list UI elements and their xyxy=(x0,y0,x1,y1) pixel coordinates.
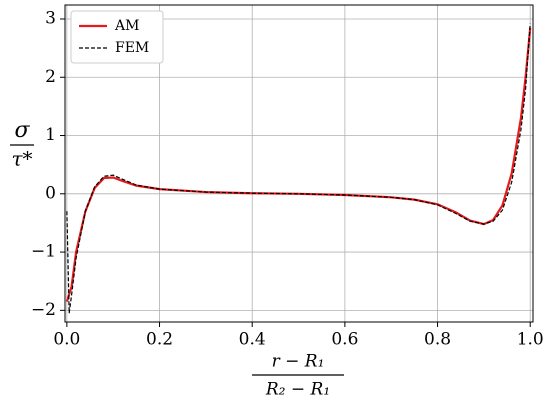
legend-label: AM xyxy=(114,18,139,34)
legend-box xyxy=(70,10,164,64)
x-label-denominator: R₂ − R₁ xyxy=(265,380,330,400)
x-tick-label: 0.0 xyxy=(53,330,80,350)
x-tick-label: 0.8 xyxy=(424,330,451,350)
x-tick-label: 0.2 xyxy=(146,330,173,350)
y-tick-label: 3 xyxy=(45,8,56,28)
y-tick-label: 1 xyxy=(45,125,56,145)
legend-label: FEM xyxy=(115,40,149,56)
plot-frame xyxy=(64,4,534,323)
series-line xyxy=(65,27,532,302)
x-tick-label: 1.0 xyxy=(517,330,544,350)
y-tick-label: −2 xyxy=(31,300,56,320)
y-label-denominator: τ* xyxy=(11,147,32,171)
y-label-numerator: σ xyxy=(14,118,30,143)
y-tick-label: −1 xyxy=(31,242,56,262)
series-line xyxy=(66,23,531,314)
x-tick-label: 0.4 xyxy=(239,330,266,350)
x-label-numerator: r − R₁ xyxy=(272,352,325,372)
x-tick-label: 0.6 xyxy=(331,330,358,350)
y-tick-label: 0 xyxy=(45,183,56,203)
y-tick-label: 2 xyxy=(45,67,56,87)
